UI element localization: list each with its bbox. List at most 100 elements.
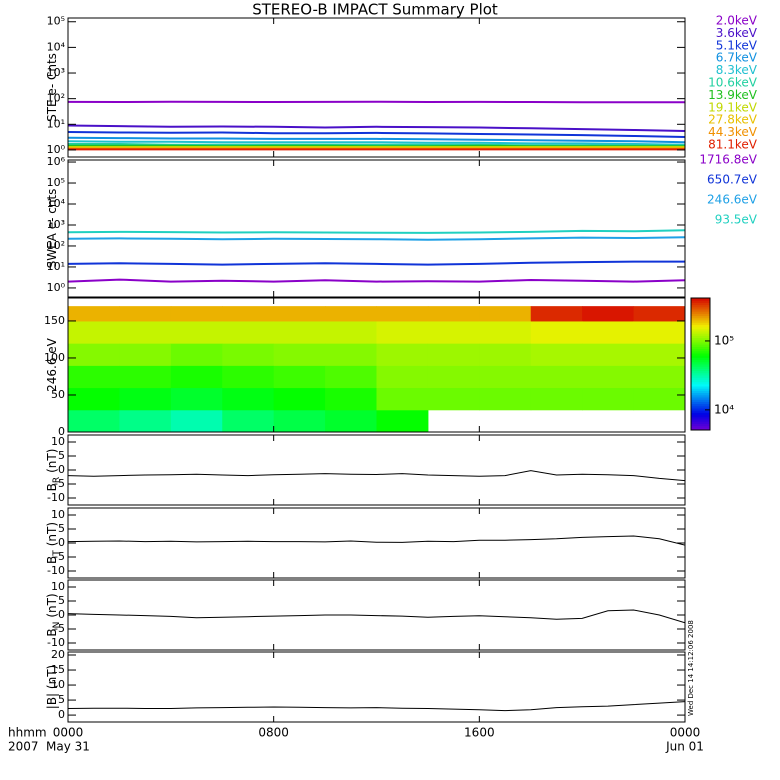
colorbar-step	[691, 401, 710, 405]
series-line	[68, 124, 685, 132]
panel-frame	[67, 651, 686, 723]
y-tick-label: 10²	[47, 92, 65, 105]
colorbar-step	[691, 408, 710, 411]
heat-cell	[376, 320, 429, 344]
colorbar-step	[691, 328, 710, 332]
heat-cell	[582, 365, 635, 389]
y-tick-label: 20	[51, 648, 65, 661]
heat-cell	[222, 320, 275, 344]
colorbar-step	[691, 357, 710, 361]
colorbar-step	[691, 313, 710, 317]
heat-cell	[325, 387, 377, 411]
y-label-subscript: N	[52, 622, 62, 629]
heat-cell	[633, 387, 686, 411]
colorbar-step	[691, 339, 710, 343]
heat-cell	[633, 365, 686, 389]
colorbar-step	[691, 372, 710, 376]
heat-cell	[427, 320, 480, 344]
colorbar-step	[691, 377, 710, 380]
heat-cell	[530, 320, 583, 344]
y-tick-label: 0	[58, 536, 65, 549]
heat-cell	[479, 343, 532, 366]
y-tick-label: 10¹	[47, 117, 65, 130]
colorbar-step	[691, 348, 710, 352]
colorbar-step	[691, 331, 710, 334]
heat-cell	[68, 343, 120, 366]
colorbar-step	[691, 388, 710, 391]
colorbar-step	[691, 412, 710, 416]
colorbar-step	[691, 344, 710, 347]
heat-cell	[376, 343, 429, 366]
y-tick-label: 0	[58, 463, 65, 476]
y-label-units: (nT)	[45, 522, 59, 546]
colorbar-step	[691, 324, 710, 328]
heat-cell	[68, 365, 120, 389]
colorbar-step	[691, 370, 710, 374]
y-label-text: B	[45, 556, 59, 564]
y-tick-label: 0	[58, 425, 65, 438]
x-tick-label: 0000	[53, 726, 84, 740]
heat-cell	[427, 343, 480, 366]
heat-cell	[170, 387, 223, 411]
legend-entry: 8.3keV	[716, 63, 758, 77]
colorbar-step	[691, 386, 710, 389]
heat-cell	[222, 365, 275, 389]
y-tick-label: 10²	[47, 239, 65, 252]
heat-cell	[530, 343, 583, 366]
y-tick-label: 10	[51, 580, 65, 593]
plot-title: STEREO-B IMPACT Summary Plot	[252, 1, 498, 19]
legend-entry: 246.6eV	[707, 193, 758, 207]
legend-entry: 13.9keV	[708, 88, 758, 102]
colorbar-step	[691, 421, 710, 424]
y-tick-label: 10⁵	[47, 15, 65, 28]
y-tick-label: 10	[51, 678, 65, 691]
x-tick-label: 0000	[670, 726, 701, 740]
colorbar-step	[691, 317, 710, 321]
heat-cell	[273, 387, 326, 411]
colorbar-step	[691, 361, 710, 365]
heat-cell	[222, 409, 275, 433]
colorbar-step	[691, 399, 710, 402]
heat-cell	[68, 409, 120, 433]
colorbar-step	[691, 315, 710, 319]
legend-entry: 1716.8eV	[699, 153, 757, 167]
heat-cell	[530, 387, 583, 411]
y-tick-label: 10⁵	[47, 176, 65, 189]
y-axis-label: BN (nT)	[45, 593, 62, 636]
y-label-text: SWEA e- cnts	[45, 189, 59, 269]
x-tick-label: 1600	[464, 726, 495, 740]
colorbar-step	[691, 311, 710, 314]
series-line	[68, 701, 685, 712]
x-tick-label: 0800	[258, 726, 289, 740]
y-axis-label: BR (nT)	[45, 449, 62, 492]
colorbar-step	[691, 423, 710, 427]
y-axis-label: |B| (nT)	[45, 665, 59, 709]
colorbar-step	[691, 306, 710, 310]
colorbar-step	[691, 410, 710, 413]
series-line	[68, 229, 685, 234]
y-tick-label: 10⁴	[47, 40, 66, 53]
y-axis-label: SWEA e- cnts	[45, 189, 59, 269]
y-tick-label: 10³	[47, 218, 65, 231]
series-line	[68, 260, 685, 266]
colorbar-step	[691, 419, 710, 422]
heat-cell	[273, 365, 326, 389]
colorbar-step	[691, 304, 710, 308]
colorbar-step	[691, 425, 710, 429]
timestamp: Wed Dec 14 14:12:06 2008	[687, 620, 695, 716]
legend-entry: 44.3keV	[708, 125, 758, 139]
colorbar-step	[691, 379, 710, 383]
colorbar-step	[691, 309, 710, 312]
heat-cell	[273, 409, 326, 433]
y-tick-label: -10	[47, 564, 65, 577]
heat-cell	[222, 343, 275, 366]
legend-entry: 650.7eV	[707, 173, 758, 187]
heat-cell	[119, 320, 172, 344]
colorbar-step	[691, 405, 710, 409]
heat-cell	[479, 306, 532, 322]
colorbar-step	[691, 355, 710, 358]
series-line	[68, 609, 685, 624]
heat-cell	[325, 365, 377, 389]
